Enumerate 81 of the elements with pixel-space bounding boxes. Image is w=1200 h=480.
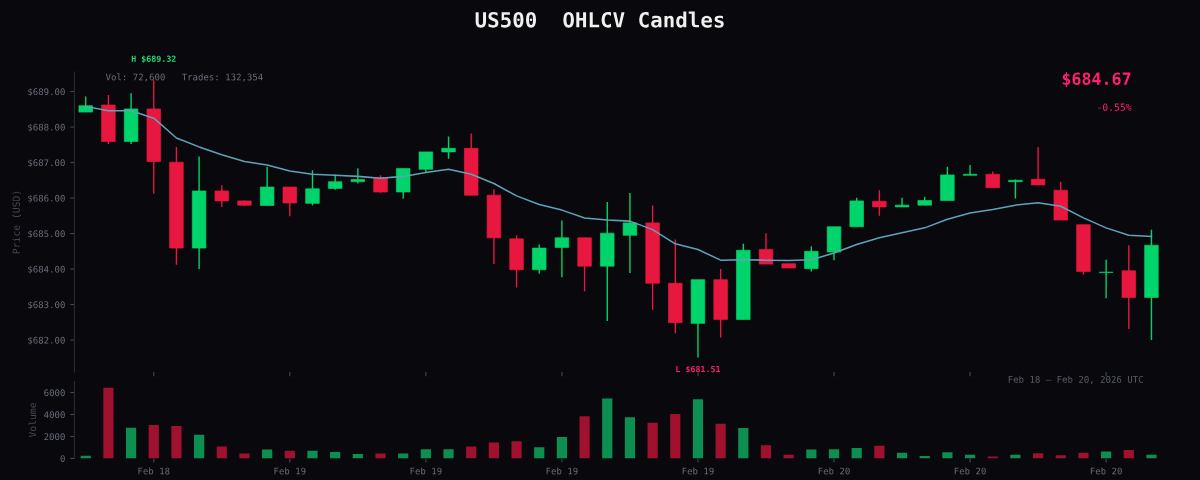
bar	[624, 417, 636, 459]
y-axis-title: Volume	[28, 403, 37, 438]
bar	[420, 449, 431, 459]
annotation: L $681.51	[676, 365, 721, 374]
y-tick-label: $688.00	[28, 123, 65, 132]
bar	[488, 442, 499, 459]
candlestick	[441, 135, 456, 160]
candlestick	[282, 186, 297, 217]
candlestick	[894, 196, 910, 208]
candlestick	[214, 184, 229, 208]
bar	[148, 424, 159, 459]
y-tick-label: $683.00	[28, 301, 65, 310]
annotation: -0.55%	[1098, 103, 1132, 111]
bar	[851, 447, 862, 459]
annotation: $684.67	[1062, 72, 1131, 88]
candlestick	[259, 166, 275, 207]
candlestick	[1098, 259, 1114, 299]
chart-title: US500 OHLCV Candles	[475, 11, 724, 28]
annotation: Feb 18 – Feb 20, 2026 UTC	[1008, 375, 1143, 384]
x-tick-label: Feb 20	[818, 467, 850, 475]
y-tick-label: $687.00	[28, 159, 65, 168]
candlestick	[532, 243, 547, 275]
x-tick-label: Feb 18	[138, 467, 170, 475]
candlestick	[872, 189, 887, 217]
candlestick	[418, 151, 434, 174]
bar	[556, 436, 568, 459]
bar	[579, 416, 590, 459]
bar	[511, 441, 522, 459]
bar	[692, 399, 704, 459]
candlestick	[962, 164, 978, 177]
y-tick-label: 2000	[44, 433, 65, 441]
bar	[1055, 455, 1066, 459]
bar	[216, 446, 227, 459]
bar	[171, 426, 182, 459]
bar	[125, 427, 137, 459]
bar	[443, 449, 454, 459]
bar	[307, 450, 318, 459]
x-tick-label: Feb 19	[546, 467, 578, 475]
y-tick-label: 0	[60, 455, 65, 462]
bar	[239, 453, 250, 459]
bar	[103, 387, 114, 459]
candlestick	[804, 245, 819, 273]
bar	[330, 452, 341, 459]
y-tick-label: $682.00	[28, 336, 65, 345]
y-tick-label: $686.00	[28, 194, 65, 203]
candlestick	[350, 167, 365, 185]
x-tick-label: Feb 19	[682, 467, 714, 475]
bar	[670, 414, 681, 459]
bar	[284, 450, 295, 459]
annotation: H $689.32	[131, 55, 176, 63]
y-tick-label: $689.00	[28, 88, 65, 97]
bar	[715, 423, 726, 459]
bar	[874, 445, 885, 459]
y-tick-label: 4000	[44, 411, 65, 419]
bar	[738, 428, 749, 459]
bar	[194, 434, 205, 459]
bar	[1032, 453, 1044, 459]
candlestick	[622, 192, 638, 274]
bar	[534, 447, 545, 459]
bar	[466, 446, 477, 459]
annotation: Vol: 72,600 Trades: 132,354	[105, 73, 263, 82]
x-tick-label: Feb 19	[410, 467, 442, 475]
candlestick	[396, 167, 411, 200]
candlestick	[554, 219, 570, 278]
bar	[942, 452, 953, 459]
bar	[602, 398, 613, 459]
bar	[1078, 452, 1089, 459]
bar	[375, 453, 386, 459]
y-tick-label: $685.00	[28, 230, 65, 239]
x-tick-label: Feb 20	[1090, 467, 1122, 475]
bar	[647, 422, 658, 459]
y-axis-title: Price (USD)	[12, 191, 22, 254]
y-tick-label: $684.00	[28, 265, 65, 274]
candlestick	[1030, 146, 1046, 186]
x-tick-label: Feb 20	[954, 467, 986, 475]
candlestick	[305, 169, 320, 206]
x-tick-label: Feb 19	[274, 467, 306, 475]
bar	[1123, 450, 1134, 459]
y-tick-label: 6000	[44, 389, 65, 397]
bar	[828, 449, 840, 459]
bar	[760, 445, 772, 459]
